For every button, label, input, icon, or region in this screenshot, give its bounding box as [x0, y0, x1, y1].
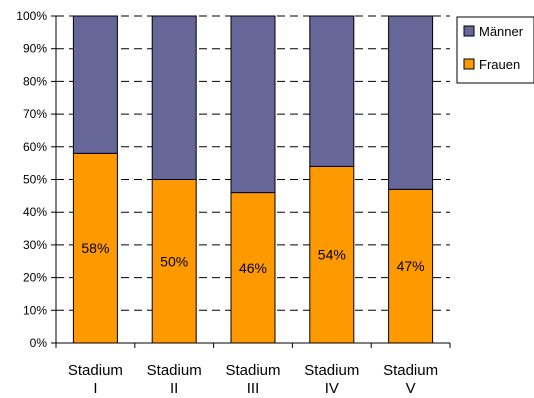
x-tick-label-line2: II — [170, 380, 178, 397]
x-tick-label-line1: Stadium — [147, 362, 202, 379]
y-tick-label: 70% — [23, 107, 47, 121]
legend-label: Frauen — [479, 57, 520, 72]
y-tick-label: 40% — [23, 205, 47, 219]
x-tick-label-line2: III — [247, 380, 260, 397]
bar-segment-maenner — [72, 15, 118, 154]
bar-segment-maenner — [309, 15, 355, 167]
y-tick-label: 30% — [23, 238, 47, 252]
bar-group: 58% 50% 46% 54% 47% — [72, 15, 434, 344]
x-axis-tick-labels: StadiumIStadiumIIStadiumIIIStadiumIVStad… — [68, 362, 438, 397]
x-tick-label-line1: Stadium — [225, 362, 280, 379]
y-tick-label: 100% — [16, 9, 47, 23]
data-label: 54% — [318, 247, 346, 263]
data-label: 58% — [81, 240, 109, 256]
y-tick-label: 10% — [23, 303, 47, 317]
axes — [51, 15, 451, 348]
x-tick-label-line2: V — [406, 380, 416, 397]
data-label: 50% — [160, 253, 188, 269]
y-tick-label: 20% — [23, 271, 47, 285]
x-tick-label-line2: I — [93, 380, 97, 397]
bar-segment-maenner — [388, 15, 434, 190]
legend: Männer Frauen — [456, 16, 534, 84]
x-tick-label-line1: Stadium — [68, 362, 123, 379]
data-label: 47% — [397, 258, 425, 274]
bar-segment-maenner — [151, 15, 197, 180]
x-tick-label-line2: IV — [325, 380, 339, 397]
y-tick-label: 0% — [30, 336, 48, 350]
bar-segment-maenner — [230, 15, 276, 194]
data-label: 46% — [239, 260, 267, 276]
x-tick-label-line1: Stadium — [383, 362, 438, 379]
x-tick-label-line1: Stadium — [304, 362, 359, 379]
legend-label: Männer — [479, 24, 524, 39]
bar-segment-frauen — [230, 192, 276, 344]
bar-segment-frauen — [388, 188, 434, 344]
legend-swatch — [463, 58, 475, 70]
y-tick-label: 60% — [23, 140, 47, 154]
legend-swatch — [463, 25, 475, 37]
y-tick-label: 50% — [23, 173, 47, 187]
y-axis-tick-labels: 0% 10% 20% 30% 40% 50% 60% 70% 80% 90% 100% — [16, 9, 47, 350]
y-tick-label: 90% — [23, 42, 47, 56]
y-tick-label: 80% — [23, 74, 47, 88]
